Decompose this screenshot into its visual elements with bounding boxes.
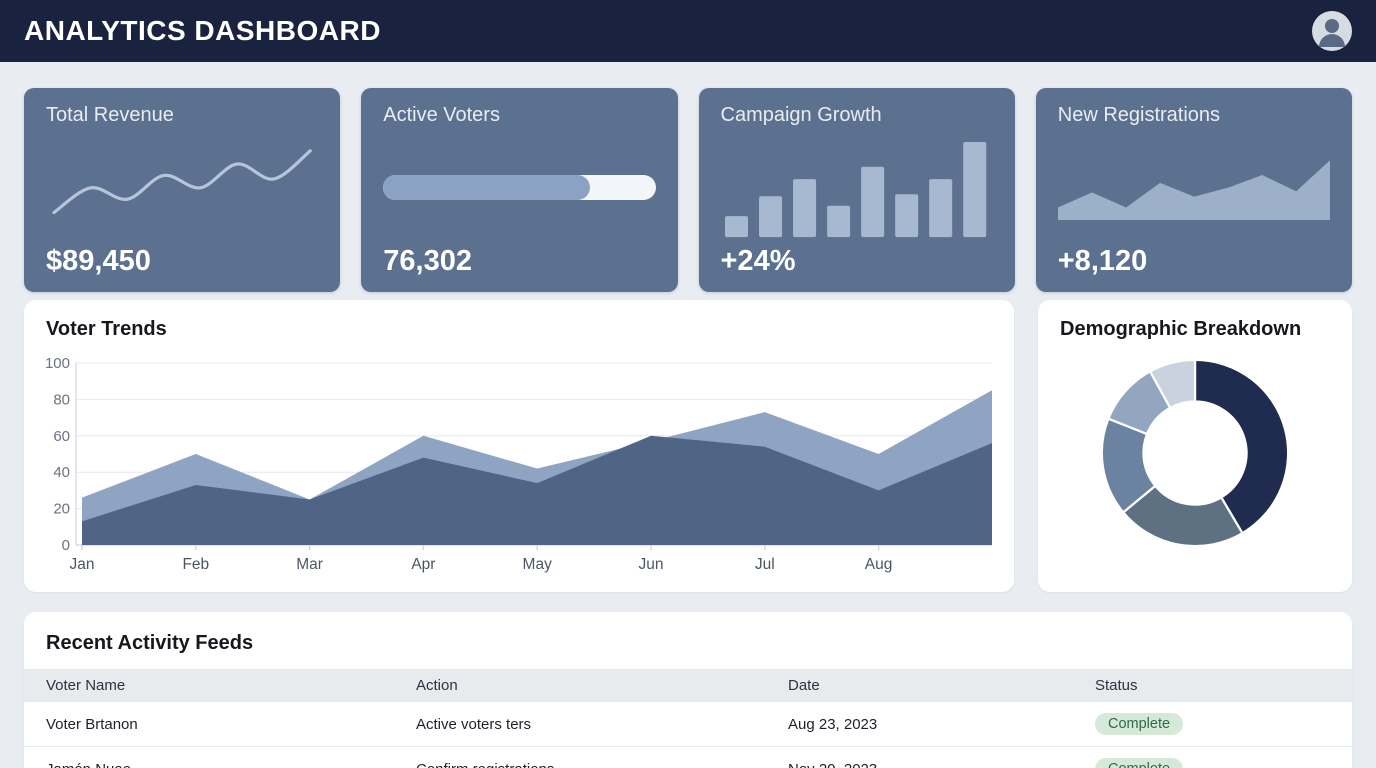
svg-text:Aug: Aug: [865, 556, 893, 573]
card-title: Active Voters: [383, 104, 500, 126]
voter-name-cell: Jamón Nuae: [24, 746, 394, 768]
date-cell: Aug 23, 2023: [766, 702, 1073, 747]
svg-text:20: 20: [53, 501, 70, 518]
demographic-panel: Demographic Breakdown: [1038, 300, 1352, 592]
card-title: New Registrations: [1057, 104, 1221, 126]
table-row: Jamón NuaeConfirm registrationsNov 20, 2…: [24, 746, 1352, 768]
app-header: ANALYTICS DASHBOARD: [0, 0, 1376, 62]
column-header: Date: [788, 677, 820, 694]
active-voters-card: Active Voters 76,302: [361, 88, 678, 293]
registrations-area-chart: [1057, 133, 1330, 241]
svg-text:Mar: Mar: [296, 556, 323, 573]
voter-trends-panel: Voter Trends 0 20 40 60 80 100 Jan Feb Mar Apr May…: [24, 300, 1014, 592]
card-value: +24%: [720, 245, 796, 278]
voter-trends-chart: 0 20 40 60 80 100 Jan Feb Mar Apr May Jun Jul Aug: [46, 355, 992, 573]
page-title: ANALYTICS DASHBOARD: [24, 15, 381, 46]
status-badge: Complete: [1095, 713, 1184, 735]
line-sparkline-svg: [52, 148, 312, 214]
status-badge: Complete: [1095, 758, 1184, 768]
activity-title: Recent Activity Feeds: [46, 632, 254, 654]
svg-text:May: May: [523, 556, 553, 573]
table-header-row: Voter Name Action Date Status: [24, 669, 1352, 702]
svg-text:60: 60: [53, 428, 70, 445]
card-value: 76,302: [383, 245, 472, 278]
column-header: Status: [1095, 677, 1138, 694]
stat-cards-row: Total Revenue $89,450 Active Voters 76,3…: [24, 88, 1352, 293]
campaign-growth-card: Campaign Growth +24%: [698, 88, 1015, 293]
svg-text:80: 80: [53, 391, 70, 408]
svg-text:Jun: Jun: [639, 556, 664, 573]
demographic-donut-chart: [1100, 358, 1290, 548]
bar-sparkline-svg: [724, 142, 986, 238]
svg-text:Jan: Jan: [70, 556, 95, 573]
card-title: Total Revenue: [46, 104, 174, 126]
demographic-title: Demographic Breakdown: [1060, 318, 1302, 340]
campaign-growth-bars-chart: [721, 133, 993, 241]
user-avatar[interactable]: [1312, 11, 1352, 51]
card-title: Campaign Growth: [720, 104, 882, 126]
progress-track: [383, 174, 656, 200]
dashboard-main: Total Revenue $89,450 Active Voters 76,3…: [0, 62, 1376, 768]
revenue-sparkline-chart: [46, 133, 318, 241]
svg-text:Jul: Jul: [755, 556, 775, 573]
status-cell: Complete: [1073, 702, 1352, 747]
area-sparkline-svg: [1057, 160, 1330, 221]
action-cell: Active voters ters: [394, 702, 766, 747]
card-value: +8,120: [1057, 245, 1148, 278]
activity-table: Voter Name Action Date Status Voter Brtanon…: [24, 669, 1352, 768]
svg-text:0: 0: [62, 537, 70, 554]
date-cell: Nov 20, 2023: [766, 746, 1073, 768]
middle-row: Voter Trends 0 20 40 60 80 100 Jan Feb Mar Apr May…: [24, 300, 1352, 592]
person-icon: [1319, 19, 1345, 47]
new-registrations-card: New Registrations +8,120: [1035, 88, 1352, 293]
total-revenue-card: Total Revenue $89,450: [24, 88, 341, 293]
action-cell: Confirm registrations: [394, 746, 766, 768]
column-header: Action: [416, 677, 458, 694]
voter-name-cell: Voter Brtanon: [24, 702, 394, 747]
voter-trends-title: Voter Trends: [46, 318, 167, 340]
svg-text:100: 100: [46, 355, 70, 372]
card-value: $89,450: [46, 245, 151, 278]
table-row: Voter Brtanon Active voters ters Aug 23, 2…: [24, 702, 1352, 747]
activity-panel: Recent Activity Feeds Voter Name Action Da…: [24, 612, 1352, 768]
svg-text:40: 40: [53, 464, 70, 481]
status-cell: Complete: [1073, 746, 1352, 768]
svg-text:Feb: Feb: [182, 556, 209, 573]
active-voters-progress-fill: [383, 174, 591, 200]
svg-text:Apr: Apr: [411, 556, 435, 573]
active-voters-progress: [383, 133, 656, 241]
column-header: Voter Name: [46, 677, 126, 694]
